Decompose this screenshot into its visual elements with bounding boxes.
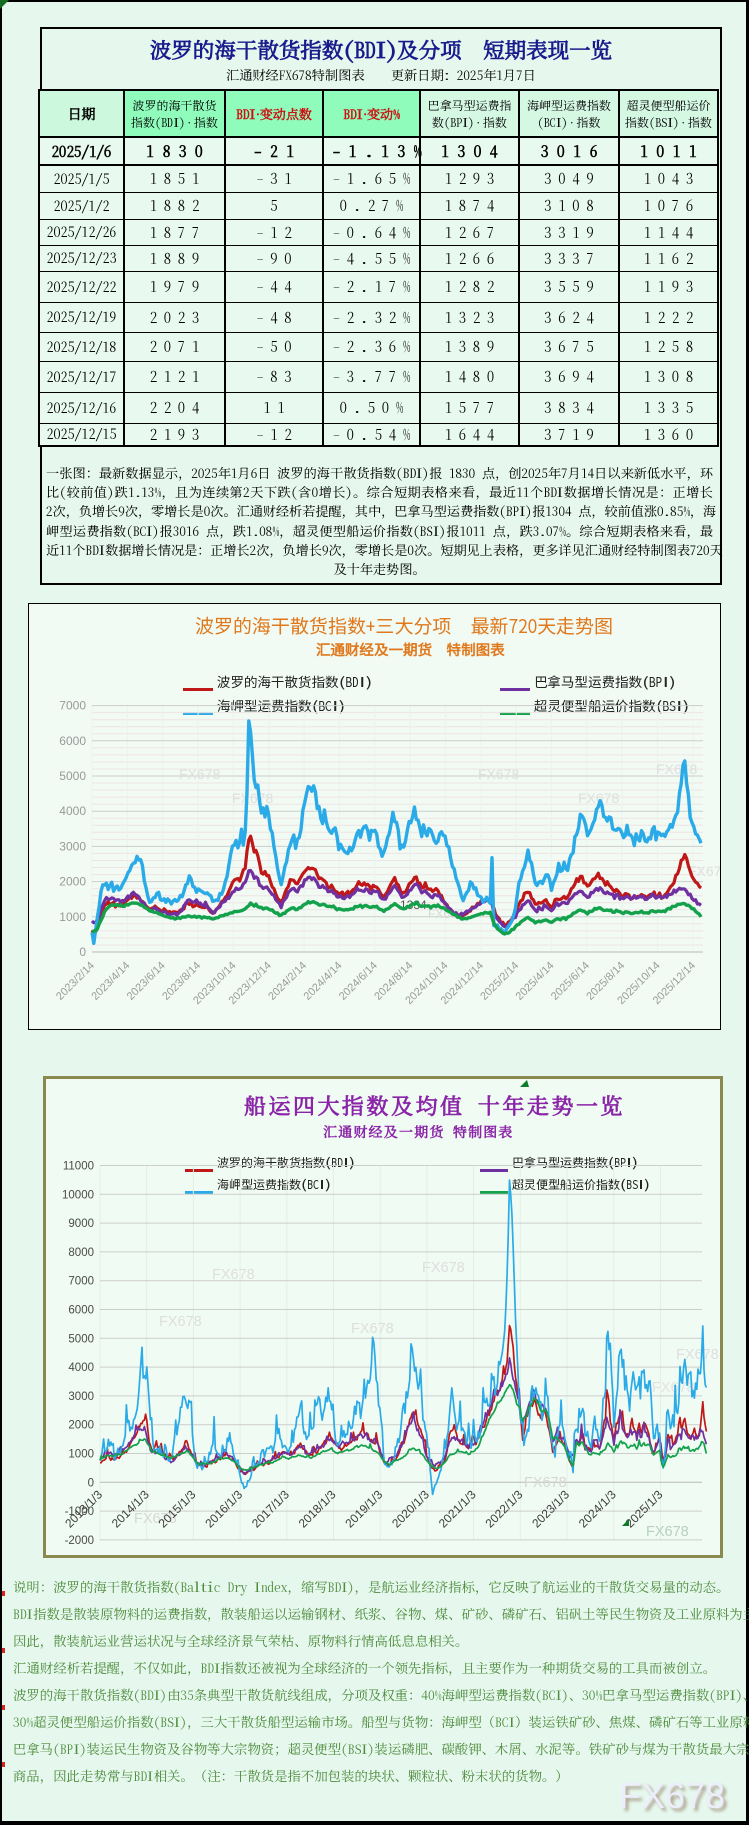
svg-text:8000: 8000	[68, 1247, 94, 1259]
svg-text:0: 0	[79, 945, 86, 959]
svg-text:FX678: FX678	[422, 1260, 465, 1276]
svg-text:2000: 2000	[59, 875, 86, 889]
svg-text:2015/1/3: 2015/1/3	[156, 1487, 199, 1530]
svg-text:2021/1/3: 2021/1/3	[436, 1487, 479, 1530]
svg-text:3000: 3000	[68, 1391, 94, 1403]
svg-text:FX678: FX678	[232, 790, 273, 806]
svg-text:FX678: FX678	[646, 1524, 689, 1540]
svg-text:2000: 2000	[68, 1420, 94, 1432]
svg-text:1000: 1000	[59, 910, 86, 924]
svg-text:FX678: FX678	[688, 863, 720, 879]
svg-text:FX678: FX678	[212, 1267, 255, 1283]
svg-text:7000: 7000	[59, 699, 86, 713]
svg-text:2019/1/3: 2019/1/3	[342, 1487, 385, 1530]
svg-text:-1000: -1000	[65, 1506, 94, 1518]
svg-text:FX678: FX678	[652, 1380, 695, 1396]
svg-text:FX678: FX678	[524, 1475, 567, 1491]
svg-text:FX678: FX678	[351, 1321, 394, 1337]
svg-text:2022/1/3: 2022/1/3	[482, 1487, 525, 1530]
svg-text:FX678: FX678	[656, 761, 697, 777]
svg-text:6000: 6000	[68, 1305, 94, 1317]
svg-text:9000: 9000	[68, 1218, 94, 1230]
svg-text:7000: 7000	[68, 1276, 94, 1288]
svg-text:6000: 6000	[59, 734, 86, 748]
svg-text:2018/1/3: 2018/1/3	[296, 1487, 339, 1530]
svg-text:FX678: FX678	[179, 766, 220, 782]
svg-text:4000: 4000	[59, 804, 86, 818]
svg-text:11000: 11000	[63, 1161, 94, 1173]
svg-text:FX678: FX678	[159, 1314, 202, 1330]
svg-text:1000: 1000	[68, 1449, 94, 1461]
svg-text:FX678: FX678	[478, 766, 519, 782]
svg-text:2024/1/3: 2024/1/3	[576, 1487, 619, 1530]
svg-text:FX678: FX678	[134, 1511, 177, 1527]
svg-text:FX678: FX678	[676, 1347, 719, 1363]
svg-text:5000: 5000	[68, 1333, 94, 1345]
svg-text:2023/1/3: 2023/1/3	[529, 1487, 572, 1530]
svg-text:2017/1/3: 2017/1/3	[249, 1487, 292, 1530]
svg-text:FX678: FX678	[578, 790, 619, 806]
svg-text:10000: 10000	[62, 1189, 94, 1201]
svg-text:0: 0	[88, 1477, 94, 1489]
svg-text:5000: 5000	[59, 769, 86, 783]
svg-text:3000: 3000	[59, 839, 86, 853]
svg-text:2020/1/3: 2020/1/3	[389, 1487, 432, 1530]
svg-text:-2000: -2000	[65, 1535, 94, 1547]
svg-text:2016/1/3: 2016/1/3	[202, 1487, 245, 1530]
svg-text:FX678: FX678	[428, 907, 464, 921]
svg-text:4000: 4000	[68, 1362, 94, 1374]
